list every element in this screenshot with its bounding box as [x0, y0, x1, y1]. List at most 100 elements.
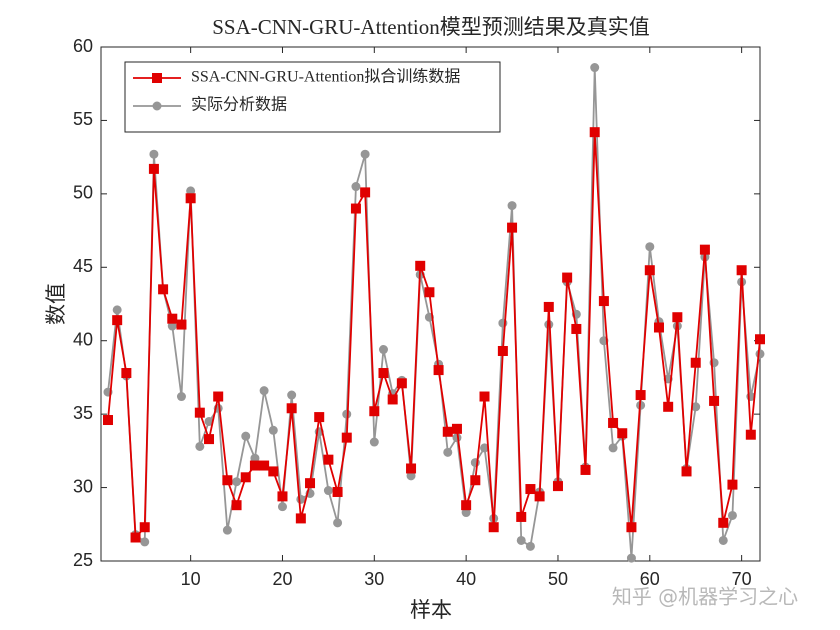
data-point [195, 441, 205, 451]
data-point [158, 284, 169, 295]
data-point [525, 484, 536, 495]
data-point [323, 486, 333, 496]
y-tick-label: 25 [73, 550, 93, 570]
data-point [718, 535, 728, 545]
data-point [718, 517, 729, 528]
data-point [268, 466, 279, 477]
data-point [139, 522, 150, 533]
x-tick-label: 30 [364, 569, 384, 589]
y-tick-label: 45 [73, 256, 93, 276]
data-point [268, 425, 278, 435]
data-point [598, 296, 609, 307]
watermark: 知乎 @机器学习之心 [612, 585, 798, 609]
data-point [470, 475, 481, 486]
data-point [204, 434, 215, 445]
series-line [107, 132, 761, 540]
data-point [112, 315, 123, 326]
legend-label: SSA-CNN-GRU-Attention拟合训练数据 [191, 68, 460, 86]
data-point [286, 403, 297, 414]
data-point [241, 431, 251, 441]
data-point [755, 334, 765, 345]
data-point [231, 500, 242, 511]
data-point [745, 429, 756, 440]
data-point [736, 265, 747, 276]
y-tick-label: 35 [73, 403, 93, 423]
x-tick-label: 60 [640, 569, 660, 589]
data-point [507, 222, 518, 233]
data-point [690, 357, 701, 368]
data-point [360, 149, 370, 159]
legend-marker [152, 73, 162, 83]
data-point [571, 323, 582, 334]
data-point [378, 368, 389, 379]
data-point [507, 201, 517, 211]
data-point [589, 127, 600, 138]
data-point [277, 491, 288, 502]
data-point [580, 464, 591, 475]
data-point [249, 460, 260, 471]
data-point [406, 463, 417, 474]
y-axis-label: 数值 [44, 283, 68, 325]
data-point [360, 187, 371, 198]
data-point [167, 313, 178, 324]
data-point [590, 63, 600, 73]
data-point [103, 415, 113, 426]
chart-title: SSA-CNN-GRU-Attention模型预测结果及真实值 [212, 15, 650, 39]
x-tick-label: 50 [548, 569, 568, 589]
data-point [287, 390, 297, 400]
x-tick-label: 40 [456, 569, 476, 589]
data-point [378, 345, 388, 355]
data-point [222, 525, 232, 535]
data-point [185, 193, 196, 204]
data-point [140, 537, 150, 547]
data-point [727, 510, 737, 520]
data-point [709, 395, 720, 406]
data-point [277, 502, 287, 512]
data-point [148, 163, 159, 174]
data-point [672, 312, 683, 323]
data-point [149, 149, 159, 159]
data-point [516, 535, 526, 545]
data-point [259, 386, 269, 396]
data-point [543, 301, 554, 312]
data-point [681, 466, 692, 477]
data-point [608, 417, 619, 428]
data-point [232, 477, 242, 487]
data-point [259, 460, 270, 471]
data-point [534, 491, 545, 502]
data-point [323, 454, 334, 465]
data-point [350, 203, 361, 214]
legend-label: 实际分析数据 [191, 96, 287, 114]
data-point [461, 500, 472, 511]
data-point [663, 401, 674, 412]
data-point [608, 443, 618, 453]
data-point [194, 407, 205, 418]
data-point [488, 522, 499, 533]
x-tick-label: 10 [181, 569, 201, 589]
data-point [644, 265, 655, 276]
y-tick-label: 60 [73, 36, 93, 56]
y-tick-label: 55 [73, 109, 93, 129]
y-tick-label: 50 [73, 183, 93, 203]
data-point [387, 394, 398, 405]
data-point [699, 244, 710, 255]
data-point [351, 182, 361, 192]
data-point [396, 378, 407, 389]
data-point [369, 406, 380, 417]
data-point [755, 349, 765, 359]
data-point [626, 522, 637, 533]
data-point [295, 513, 306, 524]
y-tick-label: 40 [73, 329, 93, 349]
data-point [176, 319, 187, 330]
data-point [635, 390, 646, 401]
legend-marker [152, 101, 162, 111]
data-point [424, 287, 435, 298]
data-point [112, 305, 122, 315]
x-axis-label: 样本 [410, 598, 452, 622]
data-point [653, 322, 664, 333]
data-point [415, 260, 426, 271]
data-point [222, 475, 233, 486]
data-point [176, 392, 186, 402]
data-point [552, 481, 563, 492]
